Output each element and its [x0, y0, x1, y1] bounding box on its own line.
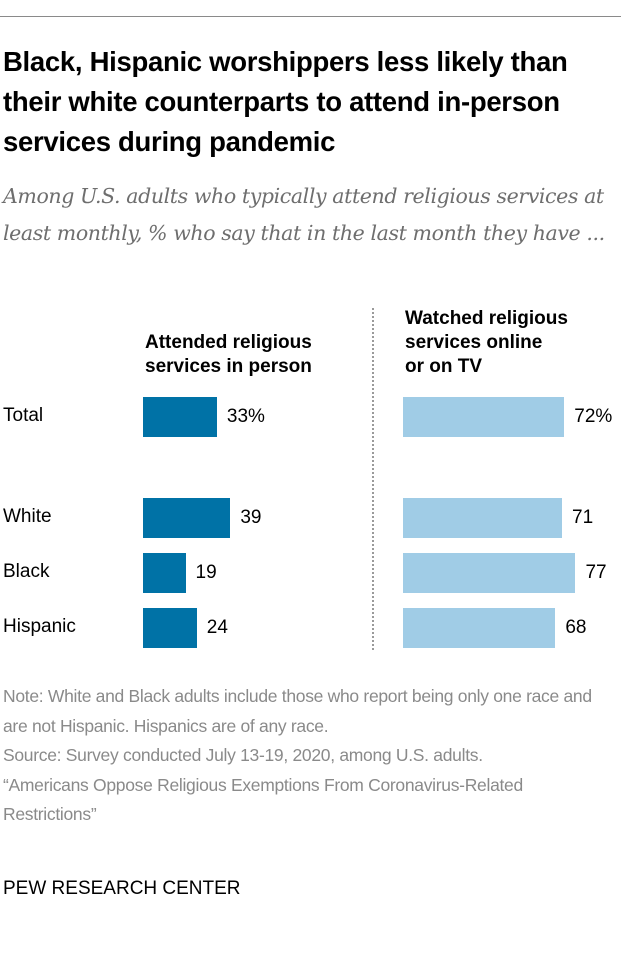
footnotes: Note: White and Black adults include tho… — [3, 682, 619, 830]
data-label: 24 — [206, 617, 228, 638]
note-text: Note: White and Black adults include tho… — [3, 686, 592, 736]
data-label: 39 — [240, 507, 262, 528]
bar-watched-online — [403, 498, 563, 538]
data-label: 77 — [585, 562, 607, 583]
data-label: 71 — [572, 507, 594, 528]
category-label: Hispanic — [3, 616, 76, 637]
bar-watched-online — [403, 553, 576, 593]
right-column-header-line: or on TV — [405, 356, 483, 377]
data-label: 19 — [195, 562, 217, 583]
right-column-header: Watched religious services online or on … — [405, 307, 568, 379]
panel-divider — [372, 308, 374, 650]
left-column-header: Attended religious services in person — [145, 331, 312, 379]
data-label: 72% — [574, 406, 613, 427]
data-label: 68 — [565, 617, 587, 638]
bar-attended-in-person — [143, 608, 197, 648]
report-title: “Americans Oppose Religious Exemptions F… — [3, 774, 523, 825]
bar-attended-in-person — [143, 498, 231, 538]
chart-subtitle: Among U.S. adults who typically attend r… — [3, 184, 605, 245]
chart-title: Black, Hispanic worshippers less likely … — [3, 46, 568, 157]
category-label: Total — [3, 405, 44, 426]
right-column-header-line: services online — [405, 332, 543, 353]
bar-watched-online — [403, 608, 556, 648]
left-column-header-line: services in person — [145, 356, 312, 377]
data-label: 33% — [226, 406, 265, 427]
right-column-header-line: Watched religious — [405, 308, 568, 329]
category-label: Black — [3, 561, 50, 582]
left-column-header-line: Attended religious — [145, 332, 312, 353]
category-label: White — [3, 506, 52, 527]
bar-attended-in-person — [143, 553, 186, 593]
brand-logo-text: PEW RESEARCH CENTER — [3, 878, 241, 899]
bar-watched-online — [403, 397, 565, 437]
bar-attended-in-person — [143, 397, 217, 437]
source-text: Source: Survey conducted July 13-19, 202… — [3, 745, 483, 765]
top-rule — [0, 16, 621, 17]
